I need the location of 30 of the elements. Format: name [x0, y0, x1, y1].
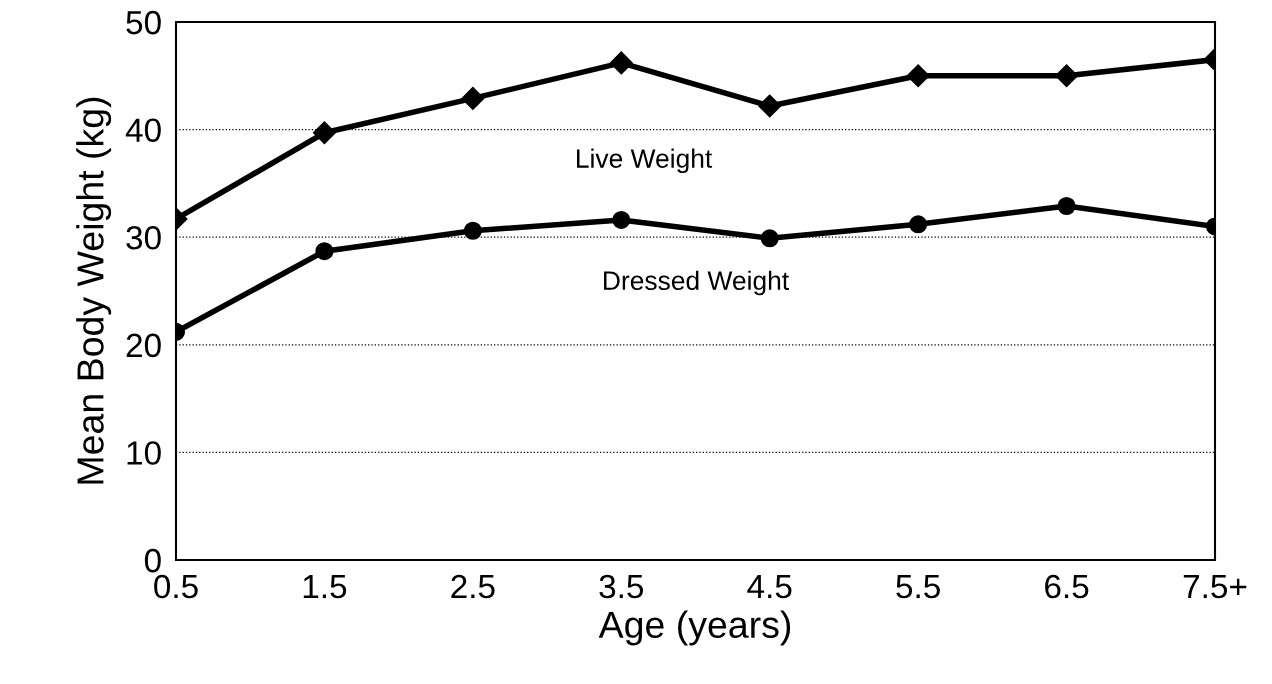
y-tick-label: 40 [125, 118, 161, 143]
point [1055, 64, 1079, 88]
y-axis-title: Mean Body Weight (kg) [76, 97, 112, 484]
y-tick-label: 0 [144, 548, 161, 573]
y-tick-label: 20 [126, 333, 161, 358]
point [463, 221, 482, 240]
point [906, 64, 930, 88]
y-tick-label: 30 [126, 226, 161, 250]
y-tick-label: 10 [127, 441, 161, 465]
x-tick-label: 1.5 [303, 575, 347, 599]
x-axis-title: Age (years) [598, 610, 791, 646]
series-label: Dressed Weight [604, 270, 789, 296]
point [612, 210, 631, 230]
text: Live Weight [577, 148, 713, 174]
x-tick-label: 3.5 [599, 574, 644, 599]
point [609, 51, 633, 75]
point [312, 121, 336, 145]
point [1057, 196, 1076, 216]
point [315, 242, 334, 261]
x-tick-label: 6.5 [1045, 574, 1089, 599]
point [760, 229, 779, 248]
x-tick-label: 2.5 [451, 574, 495, 599]
point [758, 94, 782, 118]
point [461, 86, 485, 110]
x-tick-label: 7.5+ [1183, 575, 1247, 599]
x-tick-label: 4.5 [747, 575, 792, 599]
point [909, 215, 928, 234]
x-tick-label: 5.5 [896, 575, 940, 599]
y-tick-label: 50 [126, 10, 161, 35]
x-tick-label: 0.5 [154, 574, 198, 599]
